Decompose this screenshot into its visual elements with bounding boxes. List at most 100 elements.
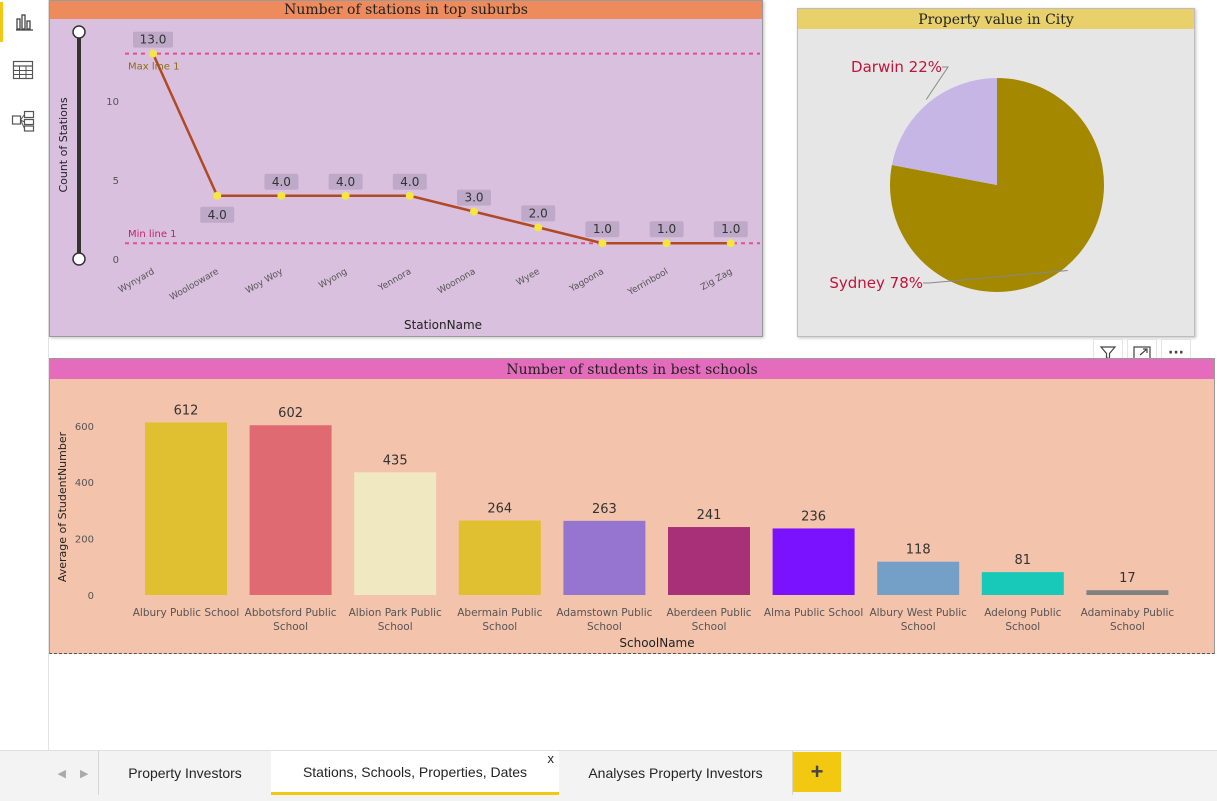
data-point[interactable] xyxy=(213,191,222,200)
data-point[interactable] xyxy=(341,191,350,200)
pie-leader-line xyxy=(923,270,1068,284)
data-label: 81 xyxy=(1015,553,1032,568)
y-axis-label: Average of StudentNumber xyxy=(56,431,69,582)
x-tick-label: School xyxy=(901,621,936,633)
x-tick-label: Woy Woy xyxy=(244,267,285,297)
pie-chart-title-bar xyxy=(798,9,1194,29)
y-tick-label: 0 xyxy=(113,255,119,266)
model-view-button[interactable] xyxy=(0,101,46,141)
tab-property-investors[interactable]: Property Investors xyxy=(98,751,272,795)
more-options-icon: ··· xyxy=(1168,345,1184,361)
data-label: 118 xyxy=(906,543,931,558)
bar[interactable] xyxy=(772,528,855,595)
school-chart-panel[interactable]: Number of students in best schools Avera… xyxy=(49,358,1215,654)
data-point[interactable] xyxy=(662,239,671,248)
report-view-button[interactable] xyxy=(0,2,46,42)
x-tick-label: Woonona xyxy=(436,267,477,297)
x-tick-label: Woolooware xyxy=(168,267,221,303)
bar[interactable] xyxy=(354,472,437,595)
pie-chart-title: Property value in City xyxy=(918,12,1074,28)
reference-line-label: Max line 1 xyxy=(128,62,179,73)
bar[interactable] xyxy=(249,425,332,595)
bar[interactable] xyxy=(458,520,541,595)
bar[interactable] xyxy=(1086,590,1169,595)
data-label-box xyxy=(457,189,491,206)
data-label: 602 xyxy=(278,406,303,421)
data-label-box xyxy=(328,173,363,190)
x-axis-label: StationName xyxy=(404,318,482,332)
x-tick-label: Wyee xyxy=(515,267,542,288)
x-tick-label: Albion Park Public xyxy=(349,607,442,619)
data-label-box xyxy=(585,221,620,238)
data-label: 435 xyxy=(383,453,408,468)
data-label: 264 xyxy=(487,502,512,517)
data-label-box xyxy=(392,173,427,190)
tab-label: Property Investors xyxy=(128,765,242,781)
add-icon: + xyxy=(810,759,824,784)
x-tick-label: Wynyard xyxy=(117,267,157,296)
data-label-box xyxy=(521,205,556,222)
x-tick-label: Aberdeen Public xyxy=(666,607,751,619)
data-label: 236 xyxy=(801,509,826,524)
close-tab-icon[interactable]: x xyxy=(547,751,555,766)
x-tick-label: Yennora xyxy=(376,267,413,294)
tab-scroll-right-icon[interactable]: ▶ xyxy=(80,767,89,780)
data-label: 4.0 xyxy=(400,175,419,189)
x-tick-label: Albury West Public xyxy=(869,607,967,619)
data-point[interactable] xyxy=(277,191,286,200)
x-tick-label: School xyxy=(378,621,413,633)
x-tick-label: Wyong xyxy=(317,267,349,291)
data-label: 1.0 xyxy=(657,222,676,236)
school-chart-title-bar xyxy=(50,359,1214,379)
x-tick-label: Zig Zag xyxy=(699,267,734,293)
y-tick-label: 10 xyxy=(106,97,119,108)
tab-scroll-left-icon[interactable]: ◀ xyxy=(57,767,66,780)
bar[interactable] xyxy=(563,520,646,595)
x-tick-label: School xyxy=(1110,621,1145,633)
bar[interactable] xyxy=(145,422,227,595)
data-label: 4.0 xyxy=(336,175,355,189)
school-chart-title: Number of students in best schools xyxy=(506,362,758,378)
x-tick-label: Yerrinbool xyxy=(626,267,670,298)
data-point[interactable] xyxy=(405,191,414,200)
data-view-button[interactable] xyxy=(0,50,46,90)
data-label: 612 xyxy=(174,403,199,418)
pie-chart-panel[interactable]: Property value in City Sydney 78% Darwin … xyxy=(797,8,1195,337)
bar[interactable] xyxy=(668,527,750,595)
report-view-icon xyxy=(15,14,33,31)
y-axis-label: Count of Stations xyxy=(57,97,70,192)
x-tick-label: Adaminaby Public xyxy=(1081,607,1175,619)
data-point[interactable] xyxy=(534,223,543,232)
y-axis-range-slider[interactable] xyxy=(72,25,86,266)
data-label-box xyxy=(264,173,299,190)
data-label: 4.0 xyxy=(272,175,291,189)
data-point[interactable] xyxy=(726,239,735,248)
pie-slice[interactable] xyxy=(891,78,997,185)
x-tick-label: School xyxy=(692,621,727,633)
tab-stations-schools[interactable]: Stations, Schools, Properties, Dates x xyxy=(271,751,559,795)
y-tick-label: 200 xyxy=(75,535,94,546)
model-view-icon xyxy=(11,110,35,132)
bar[interactable] xyxy=(877,561,960,595)
data-point[interactable] xyxy=(598,239,607,248)
bar[interactable] xyxy=(981,572,1064,595)
page-tab-bar: ◀ ▶ Property Investors Stations, Schools… xyxy=(0,750,1217,801)
view-switcher-sidebar xyxy=(0,0,49,750)
data-view-icon xyxy=(12,60,34,80)
data-point[interactable] xyxy=(470,207,478,216)
x-tick-label: Abbotsford Public xyxy=(245,607,337,619)
x-tick-label: Albury Public School xyxy=(133,607,240,619)
station-line-chart: Count of Stations StationName 0 5 10 Max l… xyxy=(57,25,760,332)
station-chart-panel[interactable]: Number of stations in top suburbs Count … xyxy=(49,0,763,337)
reference-line-label: Min line 1 xyxy=(128,229,177,240)
pie-slice-label: Sydney 78% xyxy=(829,274,923,292)
x-tick-label: Yagoona xyxy=(567,267,606,295)
pie-leader-line xyxy=(925,66,949,100)
station-chart-title: Number of stations in top suburbs xyxy=(284,2,528,18)
y-tick-label: 0 xyxy=(88,591,94,602)
data-point[interactable] xyxy=(149,49,157,58)
add-page-button[interactable]: + xyxy=(793,752,841,792)
tab-analyses-property-investors[interactable]: Analyses Property Investors xyxy=(559,751,793,795)
pie-slice-label: Darwin 22% xyxy=(851,58,942,76)
data-label: 241 xyxy=(697,508,722,523)
